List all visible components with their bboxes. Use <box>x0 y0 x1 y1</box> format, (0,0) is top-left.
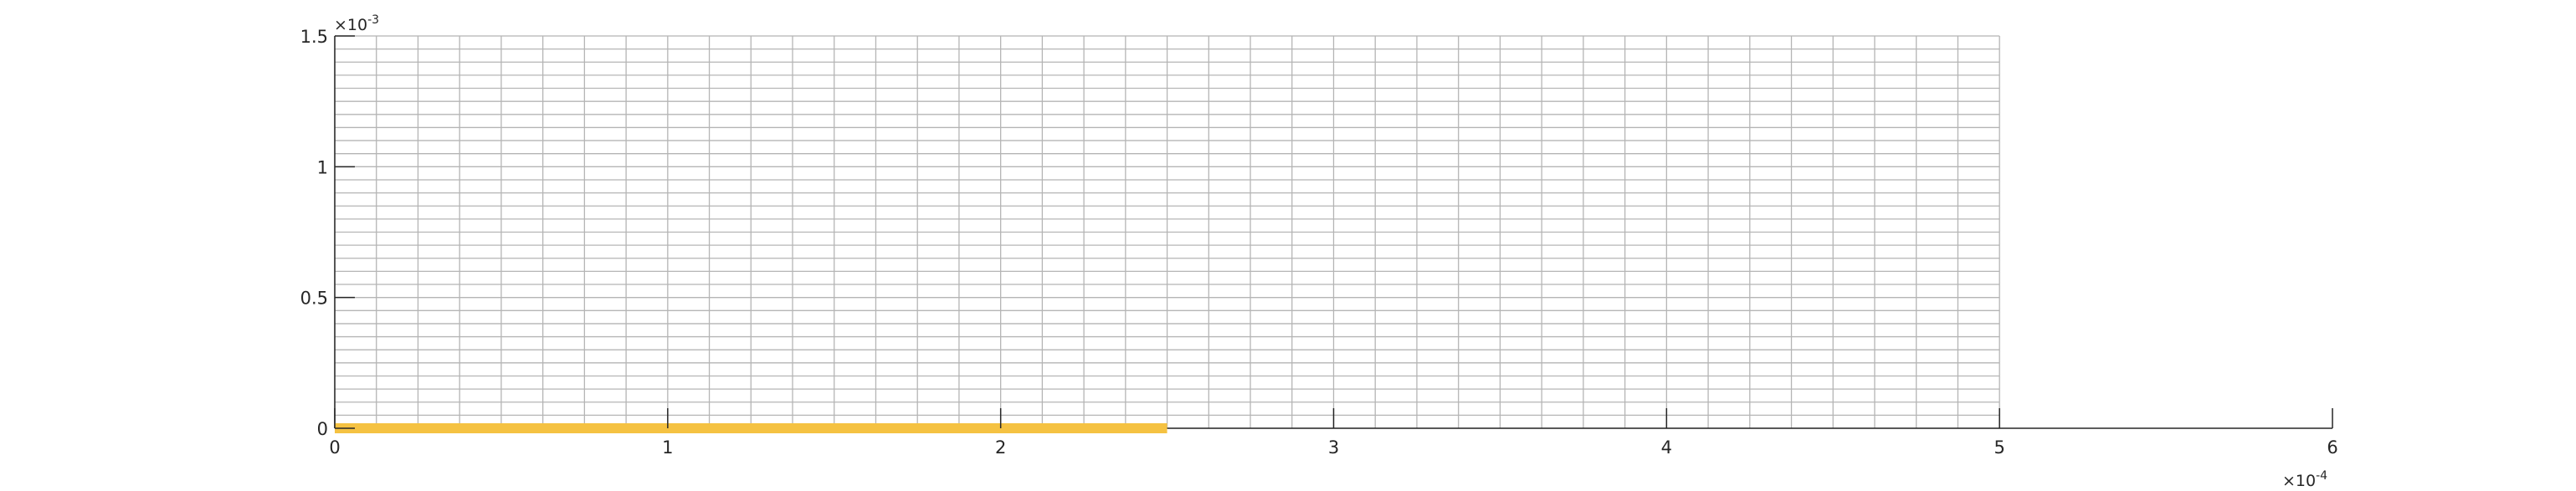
x-tick-label: 1 <box>662 437 673 458</box>
y-tick-label: 0 <box>317 419 328 439</box>
x-exponent-power: -4 <box>2316 469 2327 483</box>
x-axis-exponent-label: ×10-4 <box>2282 469 2327 490</box>
y-tick-label: 1 <box>317 157 328 177</box>
x-tick-label: 2 <box>995 437 1006 458</box>
x-exponent-base: ×10 <box>2282 472 2316 490</box>
x-tick-label: 5 <box>1994 437 2004 458</box>
x-tick-label: 0 <box>329 437 340 458</box>
grid <box>334 35 2000 429</box>
y-exponent-base: ×10 <box>334 16 367 34</box>
tick-layer: 0 1 2 3 4 5 6 0 0.5 1 1.5 <box>300 27 2338 458</box>
y-tick-label: 0.5 <box>300 289 328 309</box>
x-tick-label: 6 <box>2327 437 2337 458</box>
x-tick-label: 4 <box>1661 437 1672 458</box>
y-exponent-power: -3 <box>367 13 379 27</box>
x-tick-label: 3 <box>1328 437 1339 458</box>
y-tick-label: 1.5 <box>300 27 328 47</box>
y-axis-exponent-label: ×10-3 <box>334 13 379 34</box>
